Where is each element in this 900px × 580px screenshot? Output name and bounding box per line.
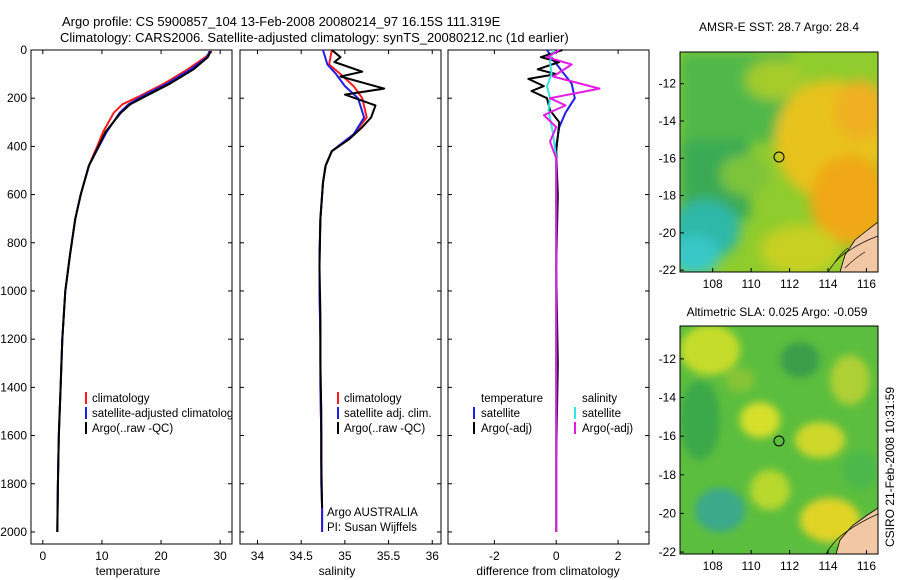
x-tick-label: 30 <box>213 549 227 563</box>
diff-legend-temp-title: temperature <box>481 393 543 405</box>
map-x-tick-label: 114 <box>818 559 837 573</box>
diff-legend-temp-satellite: satellite <box>481 408 520 420</box>
figure-title-line2: Climatology: CARS2006. Satellite-adjuste… <box>60 30 569 45</box>
map-y-tick-label: -20 <box>659 226 677 240</box>
x-tick-label: 36 <box>426 549 440 563</box>
y-tick-label: 1400 <box>0 380 27 394</box>
map-x-tick-label: 108 <box>703 277 723 291</box>
difference-legend-salinity: salinity satellite Argo(-adj) <box>574 393 633 435</box>
map-x-tick-label: 116 <box>857 559 876 573</box>
diff-legend-sal-argo: Argo(-adj) <box>582 423 633 435</box>
map-y-tick-label: -16 <box>659 151 677 165</box>
y-tick-label: 600 <box>7 188 27 202</box>
map-y-tick-label: -16 <box>659 429 677 443</box>
temperature-plot-frame <box>30 49 233 545</box>
sst-map-title: AMSR-E SST: 28.7 Argo: 28.4 <box>699 20 859 34</box>
x-tick-label: 20 <box>154 549 168 563</box>
legend-label-climatology: climatology <box>92 393 150 405</box>
salinity-legend: climatology satellite adj. clim. Argo(..… <box>337 392 432 435</box>
series-line-black <box>318 49 386 508</box>
sla-map-title: Altimetric SLA: 0.025 Argo: -0.059 <box>687 305 868 319</box>
difference-xlabel: difference from climatology <box>476 564 619 578</box>
difference-panel: -2 0 2 difference from climatology tempera… <box>447 49 650 578</box>
salinity-plot-frame <box>239 49 442 545</box>
diff-legend-sal-title: salinity <box>582 393 617 405</box>
sla-map-frame <box>679 325 879 555</box>
y-tick-label: 1200 <box>0 332 27 346</box>
map-x-tick-label: 110 <box>742 559 761 573</box>
sst-argo-marker <box>773 151 785 163</box>
y-tick-label: 400 <box>7 139 27 153</box>
y-tick-label: 2000 <box>0 525 27 539</box>
credit-text: CSIRO 21-Feb-2008 10:31:59 <box>883 387 897 547</box>
legend-label-argo: Argo(..raw -QC) <box>92 423 173 435</box>
salinity-xlabel: salinity <box>319 564 356 578</box>
map-x-tick-label: 116 <box>857 277 876 291</box>
temperature-xlabel: temperature <box>96 564 161 578</box>
x-tick-label: 35 <box>338 549 352 563</box>
sst-map-panel: AMSR-E SST: 28.7 Argo: 28.4 108 110 112 114… <box>659 20 879 291</box>
y-tick-label: 800 <box>7 236 27 250</box>
y-tick-label: 1600 <box>0 429 27 443</box>
x-tick-label: 34.5 <box>289 549 313 563</box>
y-tick-label: 1000 <box>0 284 27 298</box>
x-tick-label: 10 <box>95 549 109 563</box>
map-x-tick-label: 112 <box>780 559 799 573</box>
diff-legend-sal-satellite: satellite <box>582 408 621 420</box>
argo-australia-label: Argo AUSTRALIA <box>327 507 418 519</box>
map-y-tick-label: -20 <box>659 506 677 520</box>
legend-label-satellite-adjusted: satellite-adjusted climatology <box>92 408 239 420</box>
temperature-legend: climatology satellite-adjusted climatolo… <box>82 390 239 438</box>
pi-label: PI: Susan Wijffels <box>327 522 417 534</box>
x-tick-label: 35.5 <box>377 549 401 563</box>
map-y-tick-label: -12 <box>659 77 677 91</box>
sst-heatmap <box>680 52 878 272</box>
sla-map-panel: Altimetric SLA: 0.025 Argo: -0.059 108 11… <box>659 305 879 573</box>
map-x-tick-label: 114 <box>818 277 837 291</box>
temperature-panel: 0 10 20 30 0 200 400 600 800 1000 1200 1400 1600 1800… <box>0 43 240 578</box>
map-y-tick-label: -14 <box>659 114 677 128</box>
map-x-tick-label: 110 <box>742 277 761 291</box>
map-y-tick-label: -18 <box>659 189 677 203</box>
map-x-tick-label: 108 <box>703 559 723 573</box>
x-tick-label: 0 <box>39 549 46 563</box>
series-line-magenta <box>542 49 601 532</box>
salinity-panel: 34 34.5 35 35.5 36 salinity climatology sate… <box>239 49 442 578</box>
x-tick-label: 0 <box>553 549 560 563</box>
x-tick-label: 2 <box>615 549 622 563</box>
map-y-tick-label: -22 <box>659 263 677 277</box>
y-tick-label: 0 <box>20 43 27 57</box>
map-y-tick-label: -22 <box>659 545 677 559</box>
map-y-tick-label: -14 <box>659 390 677 404</box>
salinity-legend-climatology: climatology <box>344 393 402 405</box>
map-y-tick-label: -12 <box>659 352 677 366</box>
y-tick-label: 200 <box>7 91 27 105</box>
y-tick-label: 1800 <box>0 477 27 491</box>
x-tick-label: -2 <box>489 549 500 563</box>
difference-legend-temperature: temperature satellite Argo(-adj) <box>473 393 543 435</box>
sla-argo-marker <box>773 435 785 447</box>
map-x-tick-label: 112 <box>780 277 799 291</box>
difference-plot-frame <box>447 49 650 545</box>
sst-map-frame <box>679 51 879 273</box>
map-y-tick-label: -18 <box>659 468 677 482</box>
series-line-black <box>56 50 212 533</box>
salinity-legend-argo: Argo(..raw -QC) <box>344 423 425 435</box>
figure-title-line1: Argo profile: CS 5900857_104 13-Feb-2008… <box>62 14 501 29</box>
sla-heatmap <box>680 326 878 554</box>
x-tick-label: 34 <box>251 549 265 563</box>
diff-legend-temp-argo: Argo(-adj) <box>481 423 532 435</box>
salinity-legend-satellite: satellite adj. clim. <box>344 408 432 420</box>
